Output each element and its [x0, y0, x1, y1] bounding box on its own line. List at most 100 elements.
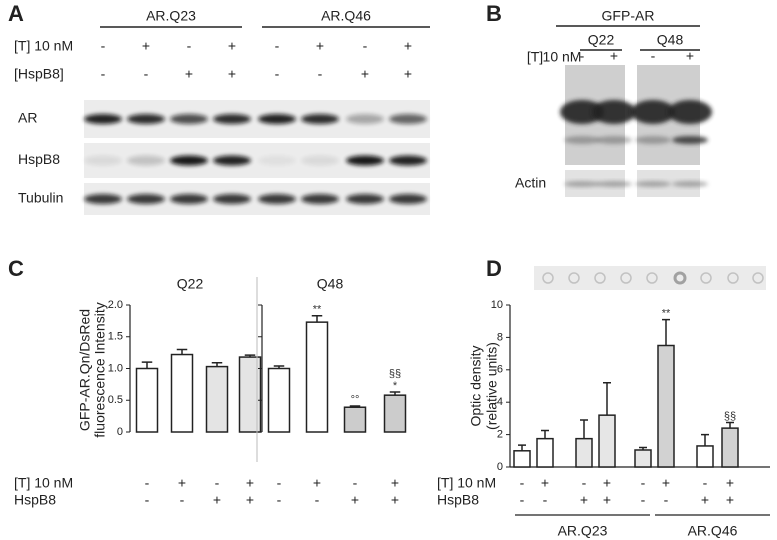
y-axis-label: GFP-AR.Qn/DsRed [77, 309, 93, 431]
band [301, 114, 339, 124]
band [170, 155, 208, 166]
error-bar [518, 444, 526, 451]
condition-label: 10 nM [543, 49, 582, 65]
condition-sign: + [726, 475, 734, 491]
panel-letter: A [8, 1, 24, 26]
band [258, 114, 296, 124]
error-bar [389, 391, 401, 396]
blot-label: Actin [515, 175, 546, 191]
bar [575, 437, 593, 468]
condition-sign: + [313, 475, 321, 491]
y-tick-label: 6 [497, 364, 503, 376]
band [672, 181, 708, 187]
condition-sign: - [353, 475, 358, 491]
dot [568, 272, 580, 284]
band [346, 194, 384, 204]
band [127, 194, 165, 204]
condition-sign: + [246, 475, 254, 491]
y-tick-label: 2 [497, 429, 503, 441]
annotation: ** [662, 307, 671, 319]
error-bar [701, 433, 709, 446]
band [560, 100, 604, 124]
error-bar [639, 446, 647, 450]
bar [721, 427, 739, 468]
condition-sign: - [187, 38, 192, 54]
band [596, 181, 632, 187]
condition-sign: + [246, 492, 254, 508]
condition-sign: - [215, 475, 220, 491]
y-axis-label: (relative units) [484, 342, 500, 430]
panel-title: Q22 [177, 276, 204, 292]
condition-sign: - [277, 475, 282, 491]
band [258, 194, 296, 204]
band [301, 155, 339, 166]
condition-sign: - [641, 475, 646, 491]
error-bar [726, 421, 734, 429]
y-tick-label: 1.5 [108, 331, 123, 343]
condition-sign: + [580, 492, 588, 508]
error-bar [141, 361, 153, 369]
y-tick-label: 8 [497, 331, 503, 343]
band [635, 136, 671, 144]
condition-sign: + [603, 475, 611, 491]
condition-sign: - [582, 475, 587, 491]
group-label: AR.Q46 [321, 8, 371, 24]
condition-sign: - [580, 48, 585, 64]
dot [752, 272, 764, 284]
condition-sign: + [603, 492, 611, 508]
condition-sign: + [213, 492, 221, 508]
condition-sign: + [610, 48, 618, 64]
group-label: AR.Q23 [558, 523, 608, 539]
condition-sign: + [228, 66, 236, 82]
bar [513, 450, 531, 468]
y-tick-label: 0 [497, 461, 503, 473]
blot-label: Tubulin [18, 190, 63, 206]
condition-sign: - [543, 492, 548, 508]
y-axis-label: fluorescence Intensity [92, 302, 108, 437]
group-label: AR.Q23 [146, 8, 196, 24]
y-tick-label: 2.0 [108, 299, 123, 311]
blot-label: HspB8 [18, 151, 60, 167]
band [213, 114, 251, 124]
condition-sign: - [664, 492, 669, 508]
dot [700, 272, 712, 284]
condition-sign: - [641, 492, 646, 508]
bar [383, 394, 407, 433]
condition-sign: - [275, 66, 280, 82]
condition-sign: + [404, 66, 412, 82]
dot [594, 272, 606, 284]
band [596, 136, 632, 144]
condition-sign: - [145, 492, 150, 508]
condition-sign: + [404, 38, 412, 54]
band [346, 114, 384, 124]
band [213, 155, 251, 166]
condition-label: [HspB8] [14, 66, 64, 82]
condition-sign: - [275, 38, 280, 54]
condition-sign: + [662, 475, 670, 491]
condition-sign: - [651, 48, 656, 64]
condition-sign: + [701, 492, 709, 508]
dot [620, 272, 632, 284]
band [127, 155, 165, 166]
bar [170, 353, 194, 433]
error-bar [211, 362, 223, 367]
error-bar [541, 429, 549, 439]
bar [343, 406, 367, 433]
condition-sign: - [520, 492, 525, 508]
dot [646, 272, 658, 284]
error-bar [580, 419, 588, 439]
annotation: °° [351, 394, 360, 406]
blot-label: AR [18, 110, 37, 126]
bar [696, 445, 714, 468]
band [668, 100, 712, 124]
y-axis-label: Optic density [468, 346, 484, 427]
annotation: §§ [389, 368, 401, 380]
bar [135, 367, 159, 433]
condition-sign: + [178, 475, 186, 491]
bar [598, 414, 616, 468]
y-tick-label: 10 [491, 299, 503, 311]
condition-sign: + [185, 66, 193, 82]
band [170, 114, 208, 124]
group-label: Q48 [657, 32, 684, 48]
